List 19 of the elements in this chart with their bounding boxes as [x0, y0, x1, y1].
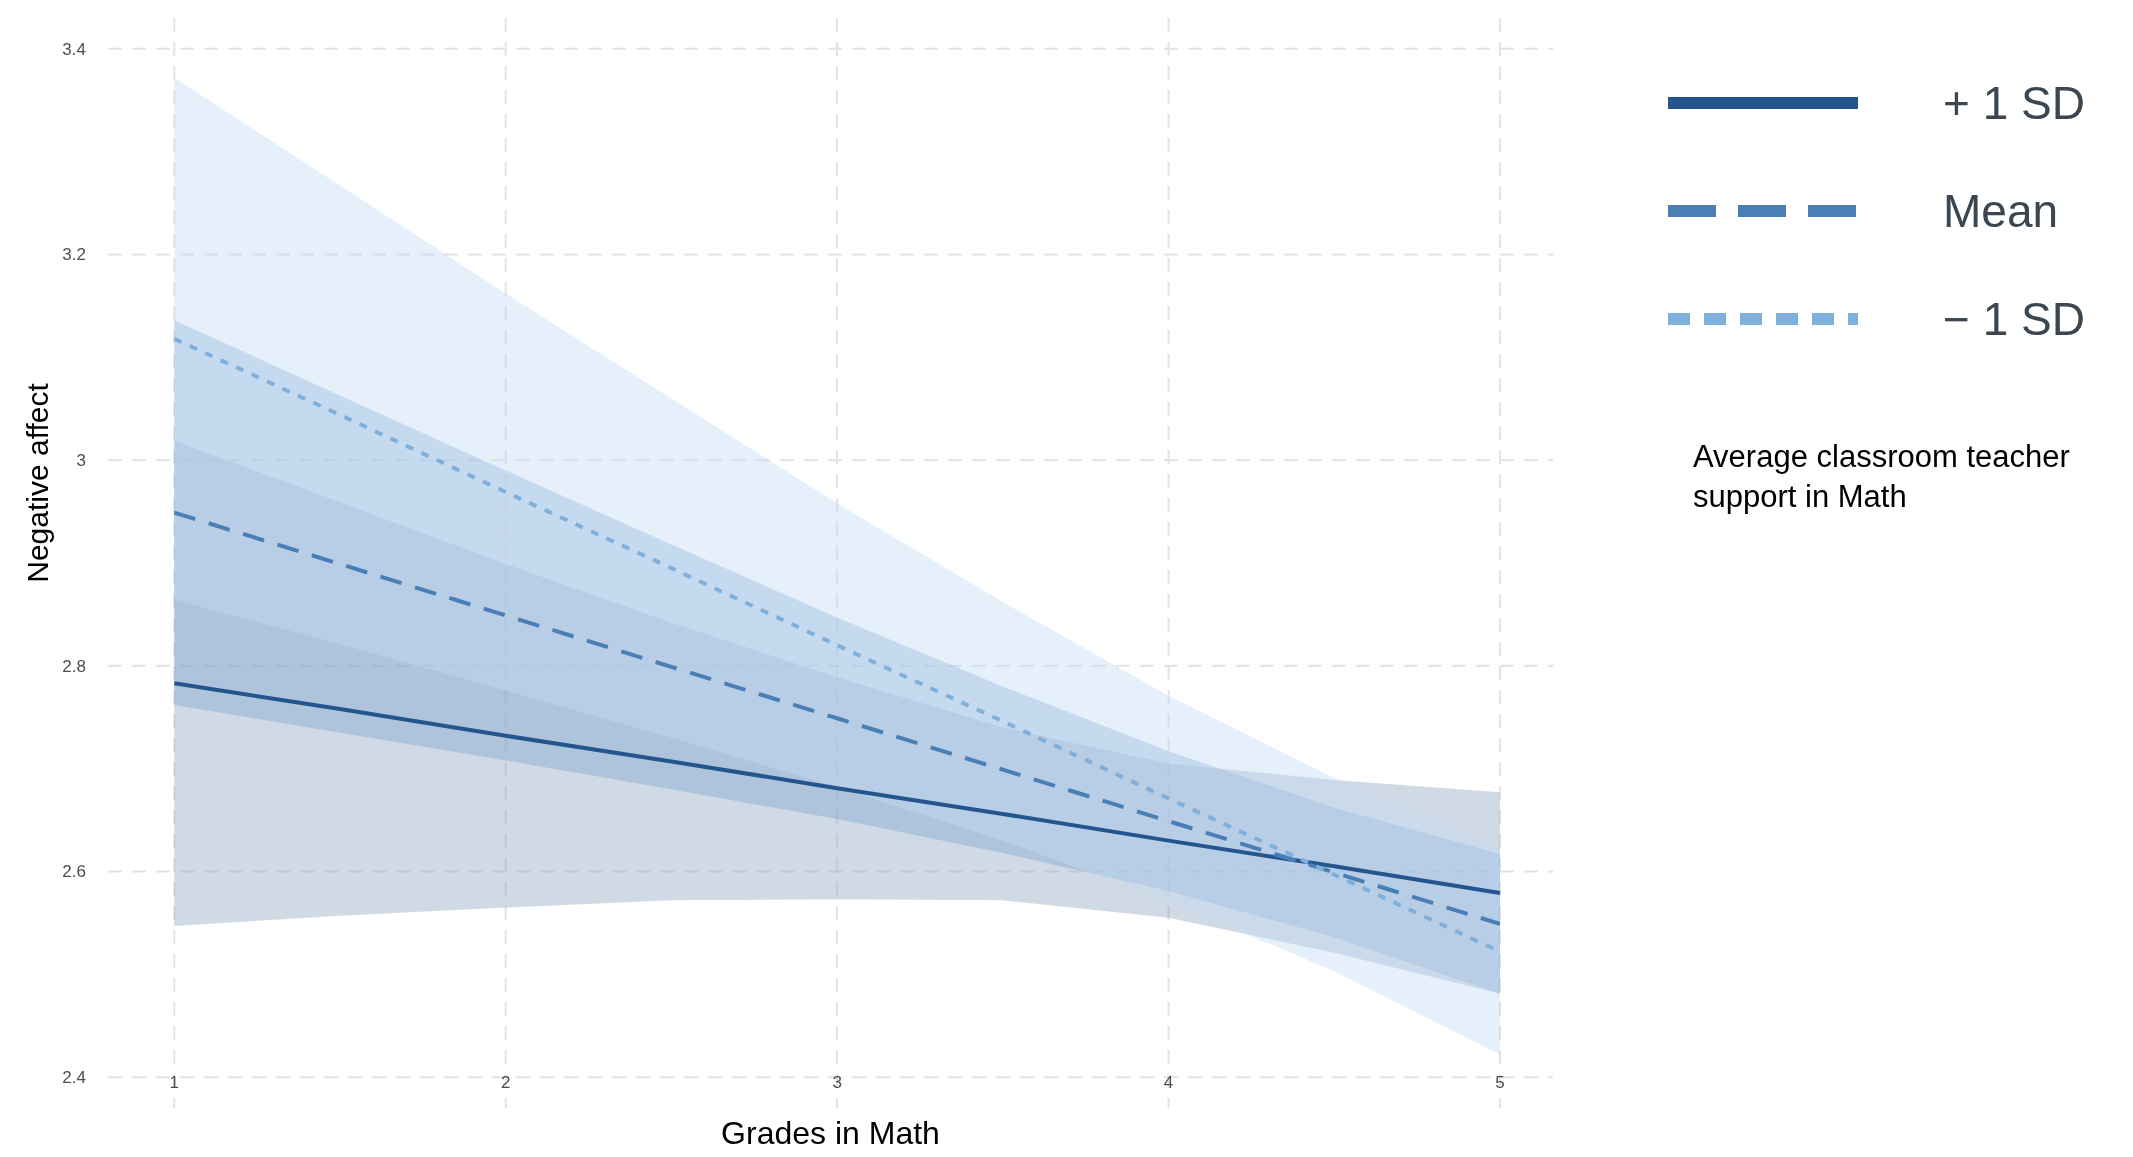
x-tick-label: 4	[1163, 1073, 1174, 1092]
legend-title: Average classroom teacher support in Math	[1693, 439, 2070, 515]
y-tick-label: 2.4	[62, 1068, 86, 1088]
x-tick-label: 1	[169, 1073, 180, 1092]
x-axis-title: Grades in Math	[721, 1115, 940, 1151]
legend-label: + 1 SD	[1943, 77, 2085, 130]
y-axis-title: Negative affect	[21, 382, 54, 583]
legend-label: − 1 SD	[1943, 293, 2085, 346]
line-series	[172, 681, 1502, 896]
legend-label: Mean	[1943, 185, 2059, 238]
line-series	[172, 510, 1502, 926]
x-tick-label: 3	[832, 1073, 842, 1092]
x-tick-label: 5	[1495, 1073, 1505, 1092]
y-tick-label: 2.6	[62, 862, 86, 882]
x-tick-label: 2	[500, 1073, 511, 1092]
y-tick-label: 3.2	[62, 245, 86, 265]
y-tick-label: 3.4	[62, 39, 86, 59]
y-tick-label: 3	[76, 451, 86, 471]
y-tick-label: 2.8	[62, 656, 86, 676]
